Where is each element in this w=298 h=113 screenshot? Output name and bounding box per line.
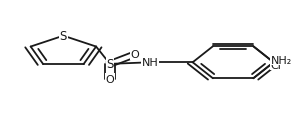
Text: O: O [105,74,114,84]
Text: O: O [130,50,139,60]
Text: Cl: Cl [271,60,281,70]
Text: S: S [106,58,114,71]
Text: NH: NH [142,58,159,68]
Text: S: S [60,30,67,43]
Text: NH₂: NH₂ [271,55,292,65]
